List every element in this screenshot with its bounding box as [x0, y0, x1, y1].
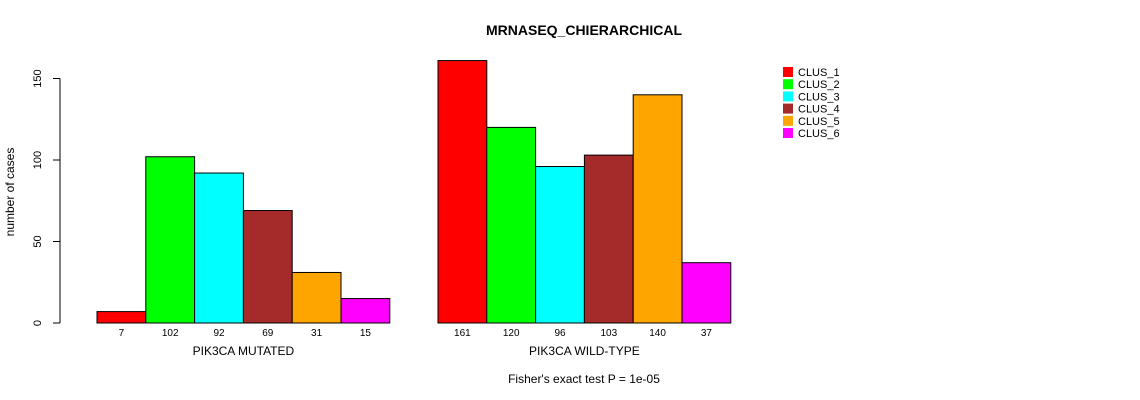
bar	[291, 271, 342, 324]
legend-swatch	[783, 115, 793, 126]
legend-swatch	[783, 91, 793, 102]
bar	[340, 298, 391, 324]
bar-value-label: 120	[503, 328, 520, 339]
bar-value-label: 69	[262, 328, 274, 339]
legend-swatch	[783, 79, 793, 90]
y-axis: 0 50 100 150	[32, 69, 61, 326]
y-tick-label: 150	[32, 69, 44, 87]
y-tick-label: 100	[32, 151, 44, 169]
bar-value-label: 15	[360, 328, 372, 339]
y-axis-label: number of cases	[3, 148, 17, 237]
group-label: PIK3CA MUTATED	[193, 344, 295, 358]
bar-value-label: 140	[649, 328, 666, 339]
x-labels: 7 102 92 69 31 15 PIK3CA MUTATED 161 120 96 103 140…	[119, 328, 713, 358]
bar-value-label: 92	[213, 328, 225, 339]
legend-label: CLUS_3	[798, 91, 840, 103]
group-label: PIK3CA WILD-TYPE	[529, 344, 640, 358]
bar-value-label: 96	[554, 328, 566, 339]
bar	[194, 172, 244, 324]
bar	[535, 166, 585, 324]
bar	[96, 311, 147, 324]
bar-value-label: 103	[600, 328, 617, 339]
fisher-test-footnote: Fisher's exact test P = 1e-05	[508, 372, 660, 386]
chart-title: MRNASEQ_CHIERARCHICAL	[486, 22, 682, 38]
bar-value-label: 37	[701, 328, 713, 339]
legend-swatch	[783, 103, 793, 114]
bars	[96, 60, 732, 324]
legend-label: CLUS_6	[798, 128, 840, 140]
bar	[681, 262, 732, 324]
bar	[242, 210, 293, 324]
bar	[632, 94, 683, 324]
legend-label: CLUS_5	[798, 116, 840, 128]
bar	[583, 154, 634, 324]
bar	[486, 126, 537, 324]
legend-label: CLUS_2	[798, 79, 840, 91]
legend-swatch	[783, 128, 793, 138]
bar-value-label: 161	[454, 328, 471, 339]
bar	[437, 60, 488, 324]
bar-value-label: 31	[311, 328, 323, 339]
legend-swatch	[783, 67, 793, 77]
legend-label: CLUS_1	[798, 67, 840, 79]
bar-value-label: 102	[162, 328, 179, 339]
legend-label: CLUS_4	[798, 104, 840, 116]
bar	[145, 156, 196, 324]
bar-value-label: 7	[119, 328, 125, 339]
y-tick-label: 0	[32, 320, 44, 326]
y-tick-label: 50	[32, 235, 44, 247]
